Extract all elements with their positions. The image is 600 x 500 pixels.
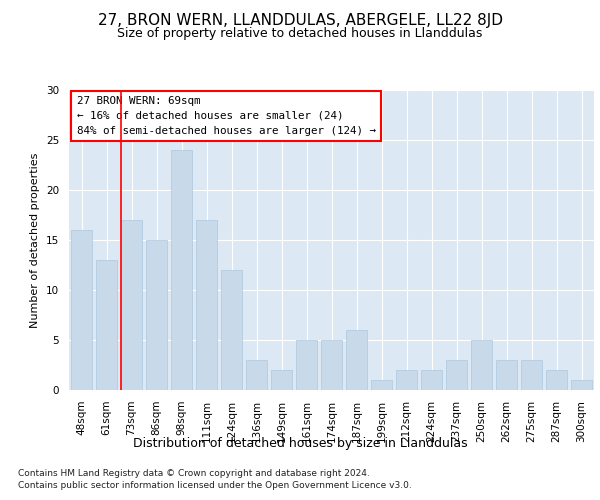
Bar — [371, 380, 392, 390]
Bar — [171, 150, 192, 390]
Bar — [296, 340, 317, 390]
Bar — [421, 370, 442, 390]
Text: 27 BRON WERN: 69sqm
← 16% of detached houses are smaller (24)
84% of semi-detach: 27 BRON WERN: 69sqm ← 16% of detached ho… — [77, 96, 376, 136]
Bar — [146, 240, 167, 390]
Bar — [246, 360, 267, 390]
Bar — [396, 370, 417, 390]
Bar — [546, 370, 567, 390]
Bar — [271, 370, 292, 390]
Bar — [121, 220, 142, 390]
Y-axis label: Number of detached properties: Number of detached properties — [31, 152, 40, 328]
Bar — [71, 230, 92, 390]
Bar — [221, 270, 242, 390]
Bar — [446, 360, 467, 390]
Bar — [571, 380, 592, 390]
Bar — [96, 260, 117, 390]
Bar — [321, 340, 342, 390]
Text: Distribution of detached houses by size in Llanddulas: Distribution of detached houses by size … — [133, 438, 467, 450]
Text: Contains public sector information licensed under the Open Government Licence v3: Contains public sector information licen… — [18, 481, 412, 490]
Bar — [496, 360, 517, 390]
Text: 27, BRON WERN, LLANDDULAS, ABERGELE, LL22 8JD: 27, BRON WERN, LLANDDULAS, ABERGELE, LL2… — [97, 12, 503, 28]
Text: Contains HM Land Registry data © Crown copyright and database right 2024.: Contains HM Land Registry data © Crown c… — [18, 469, 370, 478]
Bar — [521, 360, 542, 390]
Bar — [346, 330, 367, 390]
Bar — [471, 340, 492, 390]
Text: Size of property relative to detached houses in Llanddulas: Size of property relative to detached ho… — [118, 28, 482, 40]
Bar — [196, 220, 217, 390]
